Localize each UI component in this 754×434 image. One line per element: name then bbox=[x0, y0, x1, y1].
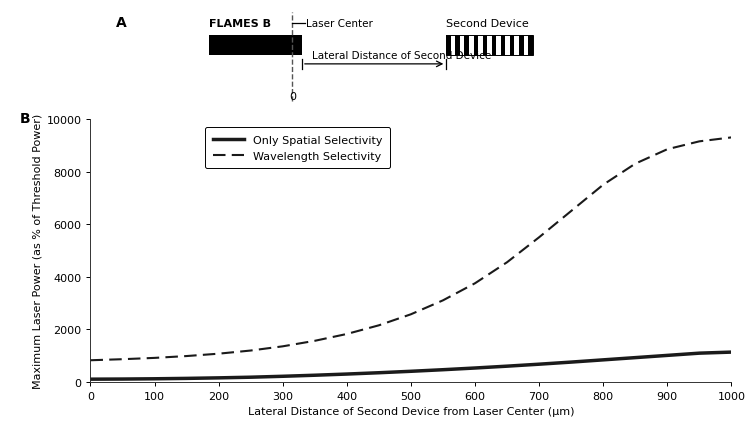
Text: 0: 0 bbox=[289, 91, 296, 101]
Y-axis label: Maximum Laser Power (as % of Threshold Power): Maximum Laser Power (as % of Threshold P… bbox=[32, 114, 42, 388]
X-axis label: Lateral Distance of Second Device from Laser Center (µm): Lateral Distance of Second Device from L… bbox=[247, 407, 575, 417]
Text: FLAMES B: FLAMES B bbox=[209, 19, 271, 29]
Legend: Only Spatial Selectivity, Wavelength Selectivity: Only Spatial Selectivity, Wavelength Sel… bbox=[205, 128, 390, 169]
FancyBboxPatch shape bbox=[209, 36, 302, 56]
FancyBboxPatch shape bbox=[446, 36, 451, 56]
Text: A: A bbox=[116, 16, 127, 30]
FancyBboxPatch shape bbox=[483, 36, 487, 56]
Text: Laser Center: Laser Center bbox=[306, 19, 373, 29]
FancyBboxPatch shape bbox=[455, 36, 460, 56]
FancyBboxPatch shape bbox=[510, 36, 514, 56]
FancyBboxPatch shape bbox=[464, 36, 469, 56]
FancyBboxPatch shape bbox=[501, 36, 505, 56]
Text: Lateral Distance of Second Device: Lateral Distance of Second Device bbox=[311, 51, 491, 61]
Text: Second Device: Second Device bbox=[446, 19, 529, 29]
FancyBboxPatch shape bbox=[474, 36, 478, 56]
FancyBboxPatch shape bbox=[528, 36, 532, 56]
Text: B: B bbox=[20, 112, 31, 126]
FancyBboxPatch shape bbox=[492, 36, 496, 56]
FancyBboxPatch shape bbox=[519, 36, 523, 56]
